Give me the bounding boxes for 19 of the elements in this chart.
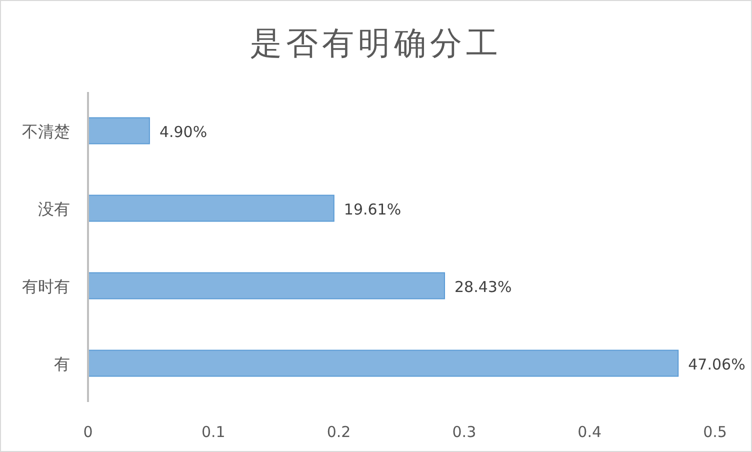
x-tick-label: 0.2 <box>326 423 351 441</box>
chart-title: 是否有明确分工 <box>250 24 502 62</box>
bar <box>88 350 679 377</box>
y-tick-label: 没有 <box>38 199 70 218</box>
bar <box>88 194 334 222</box>
x-tick-label: 0 <box>83 423 93 441</box>
x-tick-label: 0.5 <box>703 423 727 441</box>
data-label: 19.61% <box>344 200 402 218</box>
data-label: 28.43% <box>454 278 512 296</box>
x-tick-label: 0.3 <box>452 423 476 441</box>
x-tick-label: 0.1 <box>201 423 226 441</box>
y-tick-label: 有 <box>54 354 70 374</box>
x-tick-label: 0.4 <box>578 423 602 441</box>
y-tick-label: 不清楚 <box>22 122 70 141</box>
bar <box>88 117 150 144</box>
y-tick-label: 有时有 <box>22 276 70 296</box>
data-label: 4.90% <box>159 122 208 141</box>
bar <box>88 272 446 300</box>
data-label: 47.06% <box>688 355 746 374</box>
